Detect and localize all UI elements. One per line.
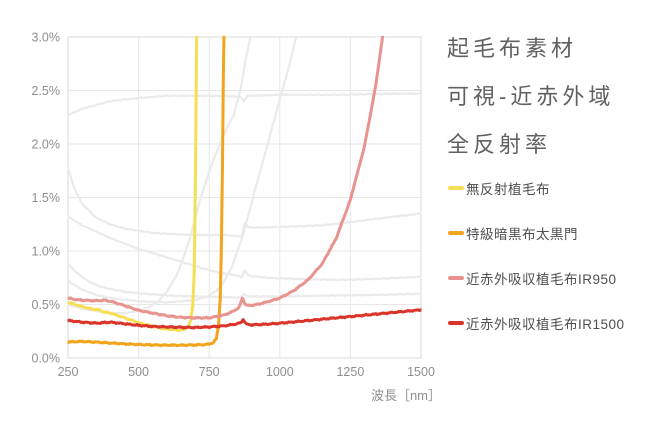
side-panel: 起毛布素材 可視-近赤外域 全反射率 無反射植毛布 特級暗黒布太黒門 近赤外吸収… (447, 0, 661, 432)
reference-line-reference-4 (67, 262, 422, 299)
series-line-no-reflection-flocked-fabric (67, 36, 199, 333)
y-axis-tick-label: 0.5% (32, 298, 61, 312)
title-line-3: 全反射率 (447, 132, 552, 157)
legend-item: 近赤外吸収植毛布IR950 (448, 269, 625, 287)
legend-label: 近赤外吸収植毛布IR1500 (466, 317, 625, 332)
chart-title: 起毛布素材 可視-近赤外域 全反射率 (447, 25, 614, 169)
x-axis-tick-label: 1500 (407, 365, 435, 379)
legend-swatch-icon (448, 231, 464, 235)
y-axis-tick-label: 1.0% (32, 245, 61, 259)
reference-line-reference-6 (67, 36, 298, 304)
y-axis-tick-label: 2.0% (32, 138, 61, 152)
title-line-1: 起毛布素材 (447, 36, 578, 61)
legend-swatch-icon (448, 276, 464, 280)
x-axis-tick-label: 1250 (336, 365, 364, 379)
series-line-premium-dark-cloth-futakuromon (67, 36, 226, 348)
y-axis-tick-label: 1.5% (32, 191, 61, 205)
y-axis-tick-label: 3.0% (32, 31, 61, 45)
plot-border (67, 36, 422, 359)
series-line-nir-absorbing-flocked-ir950 (67, 36, 385, 320)
legend-swatch-icon (448, 186, 464, 190)
reflectance-spectra-chart: 0.0% 0.5% 1.0% 1.5% 2.0% 2.5% 3.0% 250 500 750 100… (32, 31, 442, 404)
reference-line-reference-3 (67, 215, 422, 282)
legend-label: 近赤外吸収植毛布IR950 (466, 272, 617, 287)
legend: 無反射植毛布 特級暗黒布太黒門 近赤外吸収植毛布IR950 近赤外吸収植毛布IR… (448, 179, 625, 359)
legend-label: 特級暗黒布太黒門 (466, 227, 578, 242)
x-axis-tick-label: 500 (128, 365, 149, 379)
series-line-nir-absorbing-flocked-ir1500 (67, 308, 422, 330)
x-axis-tick-label: 250 (58, 365, 79, 379)
reference-line-reference-2 (67, 166, 422, 240)
reference-line-reference-5 (67, 36, 252, 315)
legend-item: 特級暗黒布太黒門 (448, 224, 625, 242)
reference-line-reference-1 (67, 92, 422, 117)
y-axis-tick-label: 2.5% (32, 84, 61, 98)
legend-swatch-icon (448, 321, 464, 325)
legend-item: 近赤外吸収植毛布IR1500 (448, 314, 625, 332)
title-line-2: 可視-近赤外域 (447, 84, 615, 109)
x-axis-tick-label: 750 (199, 365, 220, 379)
legend-label: 無反射植毛布 (466, 182, 550, 197)
x-axis-tick-label: 1000 (266, 365, 294, 379)
y-axis-tick-label: 0.0% (32, 352, 61, 366)
legend-item: 無反射植毛布 (448, 179, 625, 197)
x-axis-title: 波長［nm］ (371, 388, 441, 403)
